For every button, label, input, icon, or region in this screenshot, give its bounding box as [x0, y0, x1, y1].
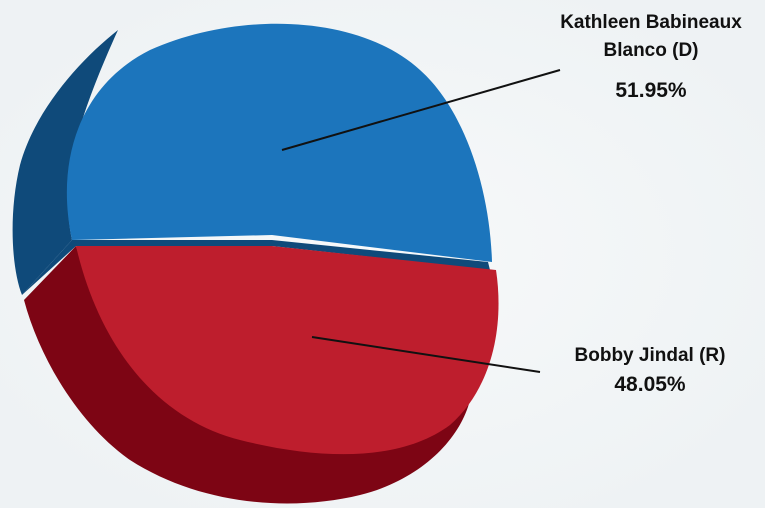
pie-slice-jindal-side — [24, 246, 470, 504]
label-leader-jindal — [311, 336, 541, 373]
label-jindal-percent: 48.05% — [614, 373, 686, 396]
pie-slice-blanco-side — [12, 30, 118, 295]
label-leader-blanco — [281, 69, 561, 151]
label-blanco-name-line-1: Kathleen Babineaux — [560, 12, 742, 33]
label-blanco-percent: 51.95% — [615, 79, 687, 102]
label-jindal: Bobby Jindal (R) 48.05% — [575, 345, 726, 396]
pie-slice-blanco — [66, 23, 492, 263]
label-blanco: Kathleen Babineaux Blanco (D) 51.95% — [560, 12, 742, 102]
label-blanco-name-line-2: Blanco (D) — [604, 40, 699, 61]
label-jindal-name: Bobby Jindal (R) — [575, 345, 726, 366]
pie-slice-blanco-front-edge — [22, 240, 490, 295]
pie-slice-jindal — [76, 246, 499, 455]
